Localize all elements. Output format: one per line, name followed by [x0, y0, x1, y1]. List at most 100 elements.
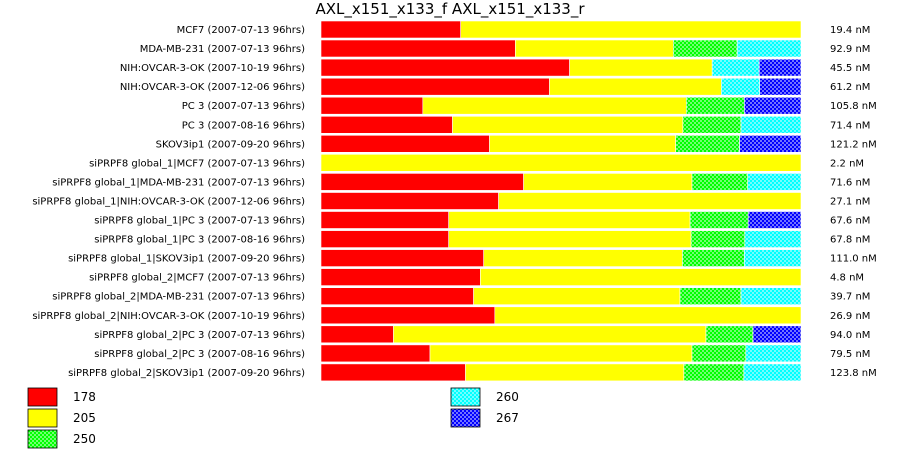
bar-segment-178 [320, 363, 466, 382]
bar-segment-178 [320, 306, 496, 325]
bar-segment-267 [759, 77, 802, 96]
bar-segment-250 [691, 344, 747, 363]
bar-segment-205 [515, 39, 674, 58]
concentration-label: 61.2 nM [830, 82, 870, 93]
bar-segment-260 [720, 77, 760, 96]
bar-segment-178 [320, 192, 499, 210]
bar-segment-205 [523, 173, 693, 191]
bar-segment-178 [320, 20, 461, 39]
bar-segment-178 [320, 96, 424, 115]
bar-segment-260 [740, 287, 802, 306]
row-label: siPRPF8 global_1|NIH:OVCAR-3-OK (2007-12… [32, 196, 305, 207]
legend-label: 250 [73, 432, 96, 446]
row-label: PC 3 (2007-08-16 96hrs) [182, 120, 305, 131]
bar-segment-205 [320, 154, 802, 172]
legend-swatch-267 [450, 408, 481, 428]
bar-segment-178 [320, 287, 474, 306]
row-label: siPRPF8 global_1|MDA-MB-231 (2007-07-13 … [52, 177, 305, 188]
row-label: MCF7 (2007-07-13 96hrs) [177, 25, 305, 36]
legend: 178 205 250 260 267 [27, 387, 519, 449]
concentration-label: 79.5 nM [830, 349, 870, 360]
bar-segment-178 [320, 58, 570, 77]
concentration-label: 39.7 nM [830, 292, 870, 303]
row-label: siPRPF8 global_2|MDA-MB-231 (2007-07-13 … [52, 292, 305, 303]
concentration-label: 123.8 nM [830, 368, 877, 379]
bar-segment-267 [752, 325, 802, 344]
bar-segment-250 [679, 287, 742, 306]
bar-segment-267 [744, 96, 802, 115]
bar-segment-260 [743, 363, 802, 382]
concentration-label: 27.1 nM [830, 196, 870, 207]
row-label: siPRPF8 global_1|SKOV3ip1 (2007-09-20 96… [68, 254, 305, 265]
bar-segment-178 [320, 39, 516, 58]
row-label: siPRPF8 global_2|PC 3 (2007-07-13 96hrs) [94, 330, 305, 341]
bar-segment-250 [683, 363, 745, 382]
bar-segment-178 [320, 211, 449, 229]
legend-swatch-260 [450, 387, 481, 407]
concentration-label: 121.2 nM [830, 139, 877, 150]
bar-segment-250 [682, 116, 742, 134]
bar-segment-205 [465, 363, 685, 382]
legend-swatch-178 [27, 387, 58, 407]
bars [320, 20, 802, 382]
bar-segment-178 [320, 135, 490, 153]
concentration-label: 67.8 nM [830, 235, 870, 246]
chart-title: AXL_x151_x133_f AXL_x151_x133_r [315, 0, 585, 19]
bar-segment-178 [320, 268, 481, 286]
bar-segment-178 [320, 344, 431, 363]
row-label: NIH:OVCAR-3-OK (2007-12-06 96hrs) [120, 82, 305, 93]
row-label: siPRPF8 global_1|MCF7 (2007-07-13 96hrs) [89, 158, 305, 169]
concentration-label: 26.9 nM [830, 311, 870, 322]
concentration-label: 67.6 nM [830, 216, 870, 227]
row-label: siPRPF8 global_1|PC 3 (2007-08-16 96hrs) [94, 235, 305, 246]
bar-segment-260 [747, 173, 802, 191]
bar-segment-260 [744, 230, 802, 248]
bar-segment-267 [758, 58, 802, 77]
concentration-label: 4.8 nM [830, 273, 864, 284]
row-label: siPRPF8 global_2|SKOV3ip1 (2007-09-20 96… [68, 368, 305, 379]
bar-segment-205 [489, 135, 676, 153]
concentration-label: 94.0 nM [830, 330, 870, 341]
concentration-label: 71.4 nM [830, 120, 870, 131]
bar-segment-205 [483, 249, 683, 267]
concentration-label: 111.0 nM [830, 254, 877, 265]
bar-segment-260 [744, 249, 802, 267]
bar-segment-205 [494, 306, 802, 325]
bar-segment-178 [320, 77, 550, 96]
row-label: siPRPF8 global_2|PC 3 (2007-08-16 96hrs) [94, 349, 305, 360]
bar-segment-205 [473, 287, 681, 306]
row-label: MDA-MB-231 (2007-07-13 96hrs) [140, 44, 305, 55]
bar-segment-260 [711, 58, 760, 77]
legend-swatch-205 [27, 408, 58, 428]
row-label: NIH:OVCAR-3-OK (2007-10-19 96hrs) [120, 63, 305, 74]
bar-segment-205 [460, 20, 802, 39]
concentration-label: 71.6 nM [830, 177, 870, 188]
concentration-label: 19.4 nM [830, 25, 870, 36]
row-labels: MCF7 (2007-07-13 96hrs) MDA-MB-231 (2007-… [32, 25, 305, 379]
concentration-label: 45.5 nM [830, 63, 870, 74]
concentration-label: 92.9 nM [830, 44, 870, 55]
row-label: siPRPF8 global_2|NIH:OVCAR-3-OK (2007-10… [32, 311, 305, 322]
bar-segment-250 [685, 96, 745, 115]
legend-label: 178 [73, 390, 96, 404]
bar-segment-250 [675, 135, 740, 153]
bar-segment-205 [569, 58, 713, 77]
bar-segment-267 [739, 135, 802, 153]
bar-segment-260 [740, 116, 802, 134]
bar-segment-205 [452, 116, 684, 134]
bar-segment-205 [549, 77, 722, 96]
legend-label: 205 [73, 411, 96, 425]
concentration-label: 2.2 nM [830, 158, 864, 169]
bar-segment-178 [320, 230, 449, 248]
bar-segment-250 [705, 325, 754, 344]
concentration-labels: 19.4 nM 92.9 nM 45.5 nM 61.2 nM 105.8 nM 71.4… [830, 25, 877, 379]
bar-segment-178 [320, 173, 524, 191]
bar-segment-267 [747, 211, 802, 229]
legend-label: 267 [496, 411, 519, 425]
row-label: siPRPF8 global_1|PC 3 (2007-07-13 96hrs) [94, 216, 305, 227]
bar-segment-260 [736, 39, 802, 58]
bar-segment-178 [320, 249, 484, 267]
bar-segment-205 [429, 344, 693, 363]
bar-segment-205 [422, 96, 687, 115]
